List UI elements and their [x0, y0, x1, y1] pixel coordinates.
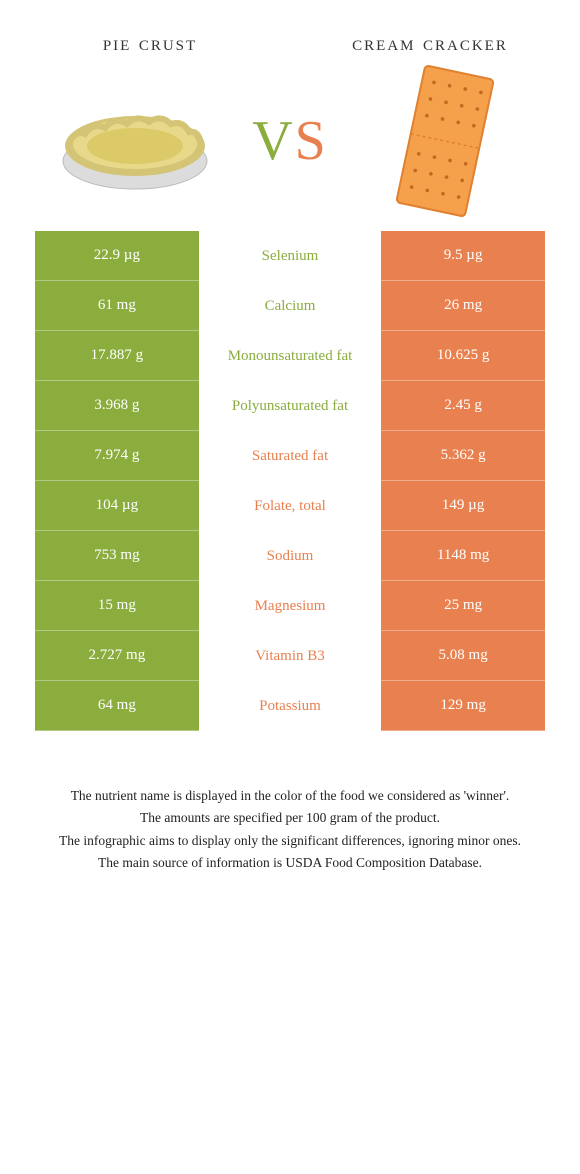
nutrient-label: Folate, total: [199, 481, 381, 531]
right-value: 5.08 mg: [381, 631, 545, 681]
table-row: 15 mgMagnesium25 mg: [35, 581, 545, 631]
comparison-table: 22.9 µgSelenium9.5 µg61 mgCalcium26 mg17…: [35, 231, 545, 731]
footnote-line: The infographic aims to display only the…: [55, 831, 525, 851]
right-value: 149 µg: [381, 481, 545, 531]
nutrient-label: Monounsaturated fat: [199, 331, 381, 381]
footnotes: The nutrient name is displayed in the co…: [20, 786, 560, 873]
table-row: 3.968 gPolyunsaturated fat2.45 g: [35, 381, 545, 431]
left-value: 22.9 µg: [35, 231, 199, 281]
left-food-title: pie crust: [50, 30, 250, 56]
table-row: 7.974 gSaturated fat5.362 g: [35, 431, 545, 481]
table-row: 2.727 mgVitamin B35.08 mg: [35, 631, 545, 681]
table-row: 104 µgFolate, total149 µg: [35, 481, 545, 531]
left-value: 15 mg: [35, 581, 199, 631]
footnote-line: The amounts are specified per 100 gram o…: [55, 808, 525, 828]
pie-crust-image: [50, 76, 220, 206]
nutrient-label: Polyunsaturated fat: [199, 381, 381, 431]
left-value: 61 mg: [35, 281, 199, 331]
right-value: 26 mg: [381, 281, 545, 331]
nutrient-label: Calcium: [199, 281, 381, 331]
vs-label: VS: [252, 109, 328, 173]
nutrient-label: Potassium: [199, 681, 381, 731]
vs-s: S: [295, 110, 328, 172]
nutrient-label: Vitamin B3: [199, 631, 381, 681]
left-value: 17.887 g: [35, 331, 199, 381]
vs-v: V: [252, 110, 294, 172]
table-row: 61 mgCalcium26 mg: [35, 281, 545, 331]
right-value: 10.625 g: [381, 331, 545, 381]
nutrient-label: Selenium: [199, 231, 381, 281]
right-value: 9.5 µg: [381, 231, 545, 281]
footnote-line: The main source of information is USDA F…: [55, 853, 525, 873]
cream-cracker-image: [360, 76, 530, 206]
images-row: VS: [20, 76, 560, 231]
table-row: 22.9 µgSelenium9.5 µg: [35, 231, 545, 281]
table-row: 753 mgSodium1148 mg: [35, 531, 545, 581]
table-row: 64 mgPotassium129 mg: [35, 681, 545, 731]
right-value: 5.362 g: [381, 431, 545, 481]
nutrient-label: Sodium: [199, 531, 381, 581]
left-value: 3.968 g: [35, 381, 199, 431]
footnote-line: The nutrient name is displayed in the co…: [55, 786, 525, 806]
right-food-title: cream cracker: [330, 30, 530, 56]
nutrient-label: Saturated fat: [199, 431, 381, 481]
left-value: 104 µg: [35, 481, 199, 531]
right-value: 1148 mg: [381, 531, 545, 581]
left-value: 2.727 mg: [35, 631, 199, 681]
right-value: 25 mg: [381, 581, 545, 631]
left-value: 753 mg: [35, 531, 199, 581]
right-value: 2.45 g: [381, 381, 545, 431]
nutrient-label: Magnesium: [199, 581, 381, 631]
right-value: 129 mg: [381, 681, 545, 731]
table-row: 17.887 gMonounsaturated fat10.625 g: [35, 331, 545, 381]
left-value: 64 mg: [35, 681, 199, 731]
left-value: 7.974 g: [35, 431, 199, 481]
